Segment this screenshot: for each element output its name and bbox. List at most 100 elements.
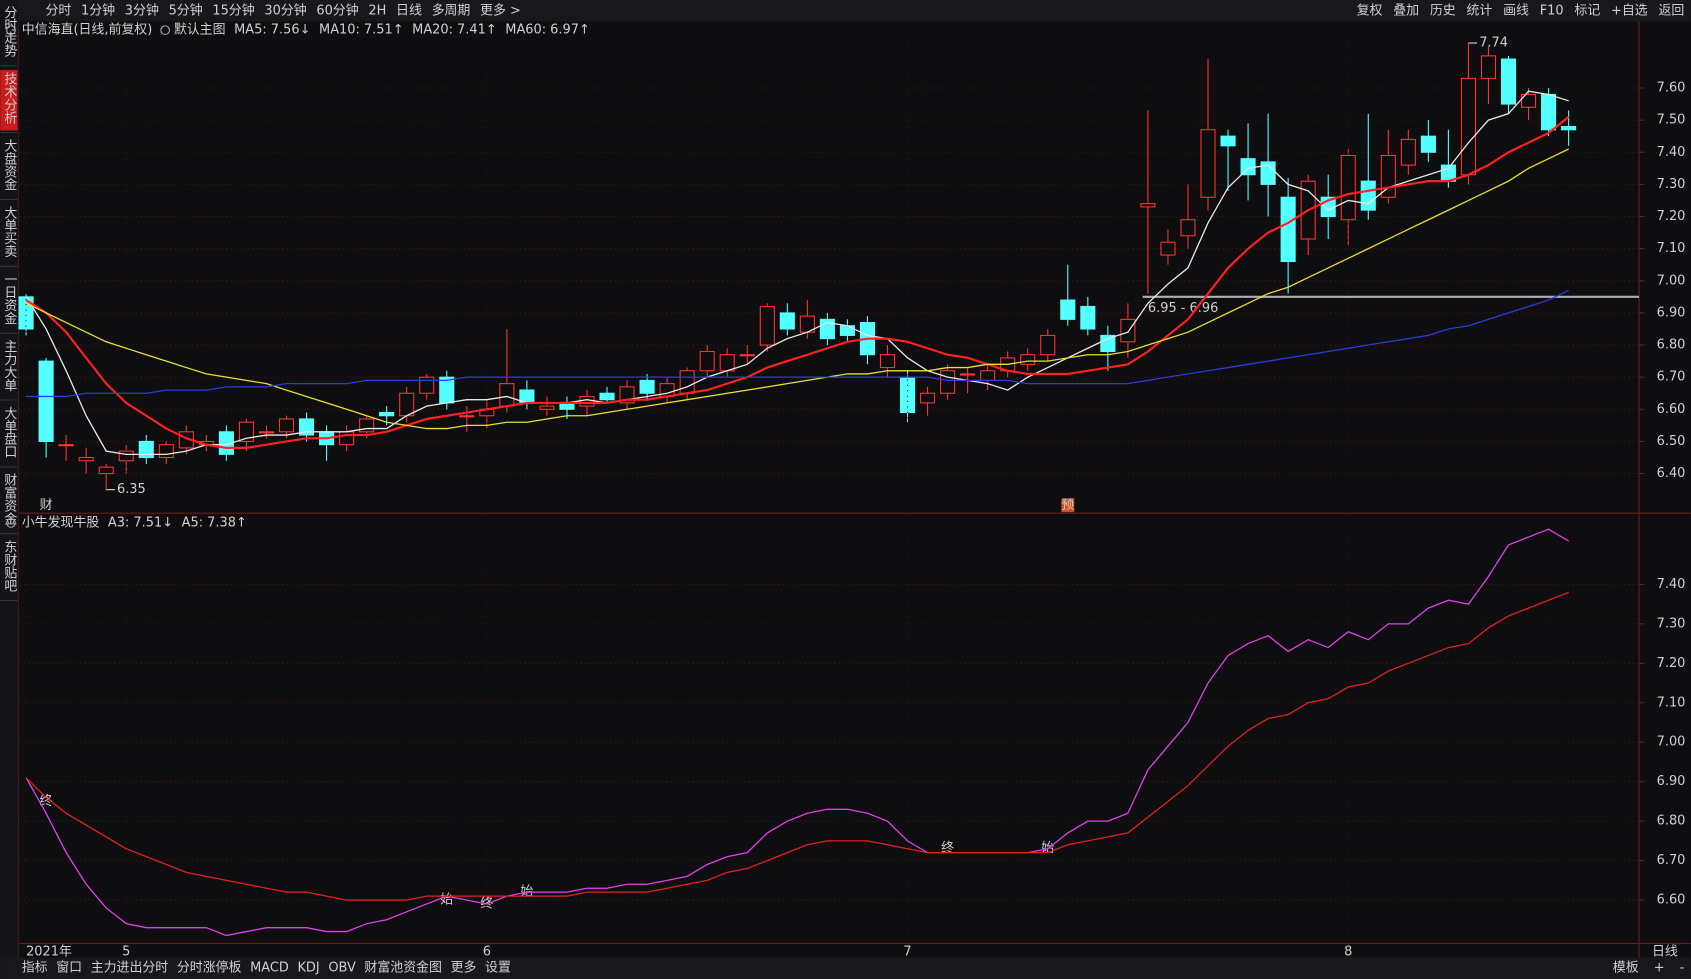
y-tick-label: 6.70 bbox=[1657, 853, 1686, 868]
period-tab[interactable]: 1分钟 bbox=[81, 2, 115, 18]
bottom-button[interactable]: 模板 bbox=[1613, 961, 1639, 976]
candle-body bbox=[1280, 196, 1296, 263]
candle-body bbox=[298, 418, 315, 436]
candle-body bbox=[399, 392, 415, 417]
candle-body bbox=[238, 421, 254, 442]
candle-body bbox=[579, 395, 595, 407]
y-tick-label: 6.70 bbox=[1657, 370, 1686, 385]
period-tab[interactable]: 3分钟 bbox=[125, 2, 159, 18]
bottom-tab[interactable]: 设置 bbox=[485, 961, 511, 976]
tool-button[interactable]: 复权 bbox=[1357, 2, 1383, 18]
bottom-tab[interactable]: 指标 bbox=[22, 961, 48, 976]
tool-button[interactable]: 统计 bbox=[1466, 3, 1492, 18]
signal-label: 终 bbox=[40, 793, 53, 809]
legend-entry: A3: 7.51↓ bbox=[108, 515, 173, 530]
candle-body bbox=[1460, 77, 1476, 176]
extreme-label: 6.35 bbox=[117, 482, 146, 497]
tool-button[interactable]: 返回 bbox=[1658, 3, 1684, 18]
candle-body bbox=[278, 418, 295, 433]
period-tab[interactable]: 更多 > bbox=[480, 3, 521, 18]
candle-body bbox=[1360, 180, 1376, 211]
event-marker-box bbox=[1061, 499, 1075, 513]
tool-button[interactable]: 画线 bbox=[1503, 3, 1529, 18]
tool-button[interactable]: F10 bbox=[1540, 3, 1564, 18]
x-tick-label: 2021年 bbox=[26, 945, 72, 960]
period-tab[interactable]: 5分钟 bbox=[169, 2, 203, 18]
bottom-button[interactable]: + bbox=[1654, 961, 1665, 976]
legend-icon bbox=[6, 518, 16, 528]
bottom-tab[interactable]: 财富池资金图 bbox=[364, 960, 442, 976]
y-tick-label: 6.90 bbox=[1657, 305, 1686, 320]
period-tab[interactable]: 60分钟 bbox=[316, 2, 358, 18]
y-tick-label: 7.10 bbox=[1657, 695, 1686, 710]
y-tick-label: 7.40 bbox=[1657, 145, 1686, 160]
y-tick-label: 7.30 bbox=[1657, 616, 1686, 631]
y-tick-label: 6.50 bbox=[1657, 434, 1686, 449]
signal-label: 始 bbox=[440, 893, 453, 908]
bottom-tab[interactable]: 更多 bbox=[451, 961, 477, 976]
sidebar-tab[interactable]: 大盘资金 bbox=[1, 139, 16, 191]
sidebar-tab[interactable]: 大单买卖 bbox=[1, 206, 16, 258]
candle-body bbox=[879, 354, 896, 369]
y-tick-label: 7.00 bbox=[1657, 273, 1686, 288]
bottom-tab[interactable]: MACD bbox=[250, 961, 289, 976]
legend-entry: MA5: 7.56↓ bbox=[234, 23, 310, 38]
period-tab[interactable]: 分时 bbox=[45, 3, 71, 18]
sidebar-tab[interactable]: 主力大单 bbox=[1, 340, 16, 392]
y-tick-label: 7.60 bbox=[1657, 80, 1686, 95]
candle-body bbox=[1260, 161, 1276, 185]
candle-body bbox=[439, 376, 455, 404]
candle-body bbox=[1400, 138, 1416, 166]
candle-body bbox=[459, 415, 475, 418]
period-tab[interactable]: 30分钟 bbox=[264, 2, 306, 18]
series-line bbox=[25, 116, 1570, 449]
bottom-tab[interactable]: 主力进出分时 bbox=[91, 961, 169, 976]
sidebar-tab[interactable]: 财富资金 bbox=[1, 473, 16, 525]
tool-button[interactable]: 叠加 bbox=[1393, 3, 1419, 18]
y-tick-label: 6.90 bbox=[1657, 774, 1686, 789]
event-marker[interactable]: 预 bbox=[1061, 498, 1074, 513]
candle-body bbox=[339, 431, 355, 446]
candle-body bbox=[1160, 241, 1176, 256]
candle-body bbox=[599, 392, 615, 401]
top-bar bbox=[0, 0, 1691, 22]
candle-body bbox=[539, 405, 555, 410]
bottom-tab[interactable]: OBV bbox=[328, 961, 356, 976]
tool-button[interactable]: +自选 bbox=[1611, 3, 1648, 18]
candle-body bbox=[920, 392, 936, 404]
candle-body bbox=[258, 431, 275, 434]
candle-body bbox=[1100, 334, 1116, 353]
bottom-tab[interactable]: KDJ bbox=[297, 961, 319, 976]
bottom-tab[interactable]: 窗口 bbox=[56, 960, 82, 976]
event-marker[interactable]: 财 bbox=[40, 498, 53, 513]
tool-button[interactable]: 标记 bbox=[1574, 3, 1600, 18]
sidebar-tab[interactable]: 技术分析 bbox=[1, 72, 16, 124]
chart-subtitle[interactable]: 默认主图 bbox=[174, 22, 226, 38]
period-label: 日线 bbox=[1652, 945, 1678, 960]
sidebar-tab[interactable]: 东财贴吧 bbox=[1, 540, 16, 592]
period-tab[interactable]: 15分钟 bbox=[212, 2, 254, 18]
candle-body bbox=[1340, 154, 1356, 221]
candle-body bbox=[1520, 93, 1537, 108]
period-tab[interactable]: 日线 bbox=[396, 3, 422, 18]
y-tick-label: 7.00 bbox=[1657, 735, 1686, 750]
extreme-label: 7.74 bbox=[1479, 36, 1508, 51]
y-tick-label: 7.20 bbox=[1657, 209, 1686, 224]
y-tick-label: 7.40 bbox=[1657, 577, 1686, 592]
bottom-tab[interactable]: 分时涨停板 bbox=[177, 960, 242, 976]
tool-button[interactable]: 历史 bbox=[1430, 3, 1456, 18]
candle-body bbox=[419, 376, 435, 394]
sidebar-tab[interactable]: 一日资金 bbox=[1, 273, 16, 325]
x-tick-label: 5 bbox=[122, 945, 130, 960]
period-tab[interactable]: 多周期 bbox=[432, 3, 471, 18]
sidebar-tab[interactable]: 分时走势 bbox=[1, 5, 16, 58]
candle-body bbox=[779, 312, 795, 330]
period-tab[interactable]: 2H bbox=[368, 3, 386, 18]
bottom-button[interactable]: - bbox=[1680, 961, 1685, 976]
series-line bbox=[25, 591, 1569, 901]
sidebar-tab[interactable]: 大单盘口 bbox=[1, 406, 16, 458]
y-tick-label: 6.80 bbox=[1657, 338, 1686, 353]
candle-body bbox=[839, 325, 855, 336]
candle-body bbox=[719, 354, 735, 372]
